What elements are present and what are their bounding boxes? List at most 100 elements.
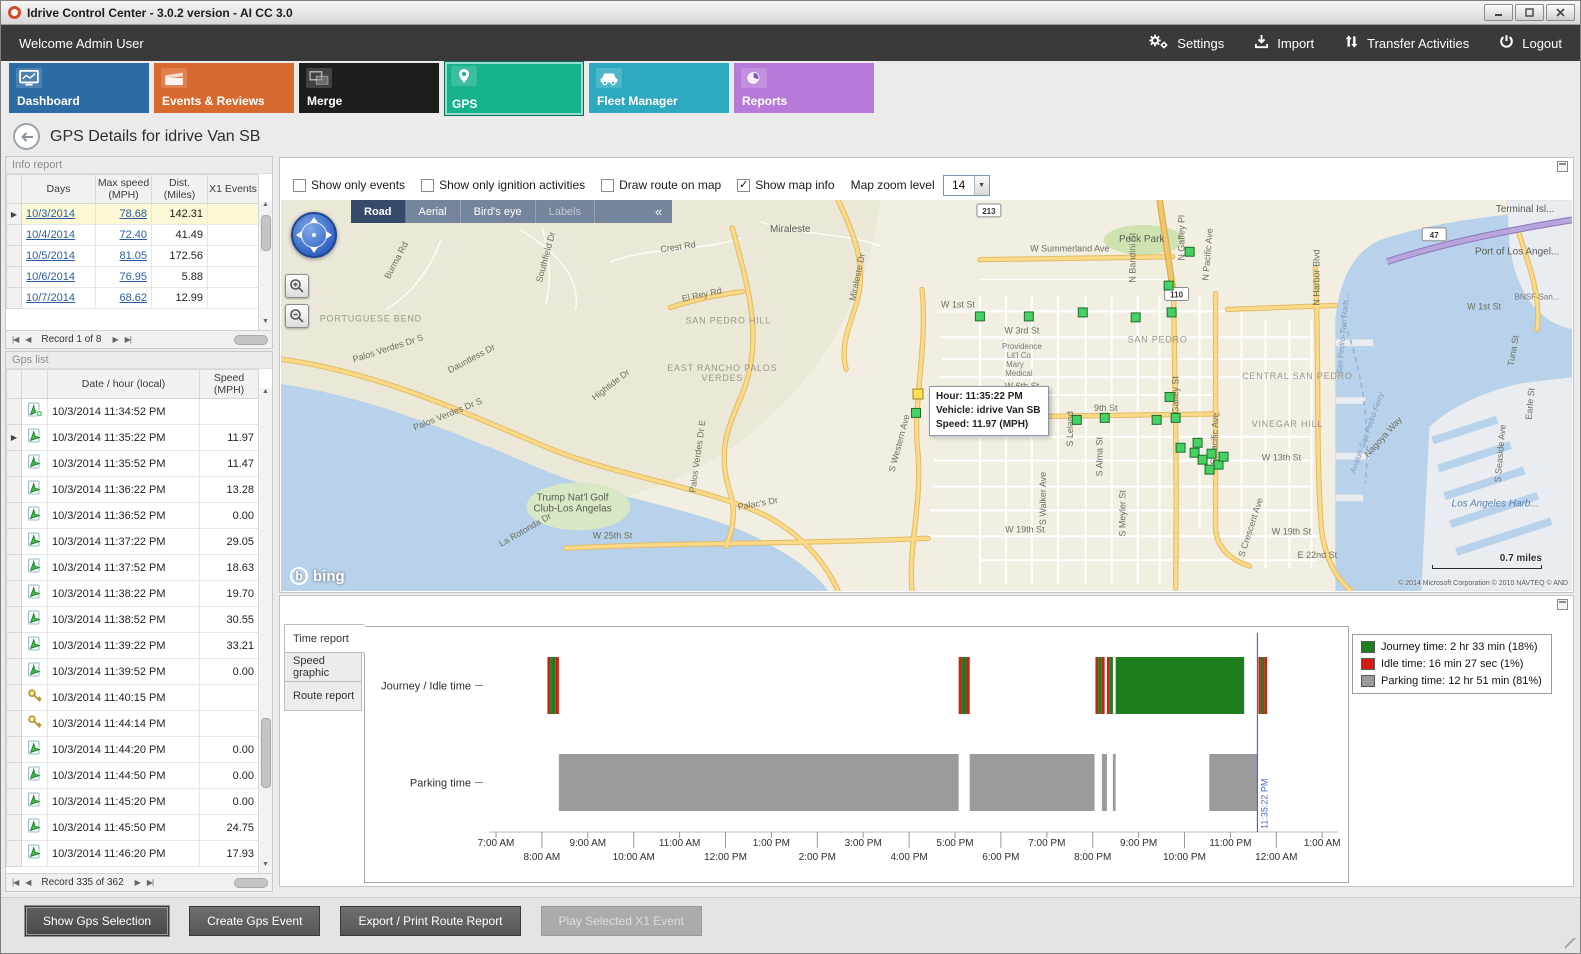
day-cell[interactable]: 10/4/2014: [22, 225, 96, 246]
gps-list-row[interactable]: 10/3/2014 11:44:50 PM0.00: [7, 763, 259, 789]
gps-list-row[interactable]: 10/3/2014 11:38:52 PM30.55: [7, 607, 259, 633]
tab-speed-graphic[interactable]: Speed graphic: [284, 653, 362, 682]
gps-list-row[interactable]: 10/3/2014 11:35:52 PM11.47: [7, 451, 259, 477]
datetime-cell[interactable]: 10/3/2014 11:35:52 PM: [48, 451, 200, 477]
datetime-cell[interactable]: 10/3/2014 11:44:50 PM: [48, 763, 200, 789]
gps-marker[interactable]: [1193, 438, 1202, 447]
datetime-cell[interactable]: 10/3/2014 11:40:15 PM: [48, 685, 200, 711]
tab-events-reviews[interactable]: Events & Reviews: [154, 63, 294, 113]
gps-marker[interactable]: [1024, 312, 1033, 321]
tab-time-report[interactable]: Time report: [284, 624, 365, 653]
gps-list-row[interactable]: 10/3/2014 11:37:22 PM29.05: [7, 529, 259, 555]
datetime-cell[interactable]: 10/3/2014 11:45:20 PM: [48, 789, 200, 815]
gps-header-speed[interactable]: Speed (MPH): [200, 370, 259, 399]
gps-marker[interactable]: [1164, 281, 1173, 290]
settings-button[interactable]: Settings: [1147, 33, 1224, 53]
checkbox-icon[interactable]: [601, 179, 614, 192]
max-speed-cell[interactable]: 81.05: [96, 246, 152, 267]
tab-gps[interactable]: GPS: [444, 61, 584, 116]
map-zoom-select[interactable]: 14 ▼: [943, 175, 990, 196]
map-tab-birds-eye[interactable]: Bird's eye: [461, 200, 536, 223]
gps-marker[interactable]: [1165, 393, 1174, 402]
info-report-row[interactable]: 10/6/201476.955.88: [7, 267, 259, 288]
horizontal-scrollbar-thumb[interactable]: [234, 878, 268, 888]
datetime-cell[interactable]: 10/3/2014 11:46:20 PM: [48, 841, 200, 867]
gps-header-datetime[interactable]: Date / hour (local): [48, 370, 200, 399]
datetime-cell[interactable]: 10/3/2014 11:38:22 PM: [48, 581, 200, 607]
minimize-button[interactable]: [1484, 4, 1513, 21]
tab-dashboard[interactable]: Dashboard: [9, 63, 149, 113]
gps-list-row[interactable]: 10/3/2014 11:36:52 PM0.00: [7, 503, 259, 529]
tab-merge[interactable]: Merge: [299, 63, 439, 113]
datetime-cell[interactable]: 10/3/2014 11:35:22 PM: [48, 425, 200, 451]
scroll-up-icon[interactable]: ▲: [259, 201, 272, 213]
max-speed-cell[interactable]: 68.62: [96, 288, 152, 309]
pager-first-button[interactable]: |◀: [10, 878, 20, 887]
max-speed-cell[interactable]: 72.40: [96, 225, 152, 246]
pager-next-button[interactable]: ▶: [133, 878, 142, 887]
gps-list-row[interactable]: 10/3/2014 11:44:14 PM: [7, 711, 259, 737]
gps-marker[interactable]: [1176, 443, 1185, 452]
gps-list-row[interactable]: 10/3/2014 11:40:15 PM: [7, 685, 259, 711]
pager-last-button[interactable]: ▶|: [123, 335, 133, 344]
gps-marker[interactable]: [1167, 308, 1176, 317]
day-cell[interactable]: 10/5/2014: [22, 246, 96, 267]
info-report-row[interactable]: ▶10/3/201478.68142.31: [7, 204, 259, 225]
map-tab-road[interactable]: Road: [351, 200, 406, 223]
gps-list-scrollbar[interactable]: ▲ ▼: [258, 388, 272, 873]
gps-marker[interactable]: [1152, 415, 1161, 424]
info-header-dist[interactable]: Dist. (Miles): [152, 175, 208, 204]
datetime-cell[interactable]: 10/3/2014 11:39:22 PM: [48, 633, 200, 659]
gps-marker[interactable]: [912, 408, 921, 417]
back-button[interactable]: [13, 123, 40, 150]
import-button[interactable]: Import: [1254, 34, 1314, 52]
info-header-x1-events[interactable]: X1 Events: [208, 175, 259, 204]
max-speed-cell[interactable]: 78.68: [96, 204, 152, 225]
pager-next-button[interactable]: ▶: [110, 335, 119, 344]
pager-prev-button[interactable]: ◀: [23, 878, 32, 887]
horizontal-scrollbar-thumb[interactable]: [234, 335, 268, 345]
maximize-button[interactable]: [1515, 4, 1544, 21]
gps-list-row[interactable]: 10/3/2014 11:45:20 PM0.00: [7, 789, 259, 815]
create-gps-event-button[interactable]: Create Gps Event: [189, 906, 320, 936]
datetime-cell[interactable]: 10/3/2014 11:36:52 PM: [48, 503, 200, 529]
gps-marker[interactable]: [1100, 413, 1109, 422]
checkbox-icon[interactable]: [421, 179, 434, 192]
map-tab-labels[interactable]: Labels: [536, 200, 595, 223]
map-tab-aerial[interactable]: Aerial: [406, 200, 461, 223]
pager-last-button[interactable]: ▶|: [145, 878, 155, 887]
map-zoom-in-button[interactable]: [285, 274, 309, 298]
day-cell[interactable]: 10/3/2014: [22, 204, 96, 225]
day-cell[interactable]: 10/6/2014: [22, 267, 96, 288]
info-report-row[interactable]: 10/5/201481.05172.56: [7, 246, 259, 267]
gps-list-row[interactable]: 10/3/2014 11:39:22 PM33.21: [7, 633, 259, 659]
transfer-activities-button[interactable]: Transfer Activities: [1344, 34, 1469, 52]
map-zoom-out-button[interactable]: [285, 304, 309, 328]
logout-button[interactable]: Logout: [1499, 34, 1562, 52]
pan-south-icon[interactable]: [310, 247, 318, 253]
gps-list-row[interactable]: 10/3/2014 11:38:22 PM19.70: [7, 581, 259, 607]
scrollbar-thumb[interactable]: [261, 215, 271, 251]
gps-marker[interactable]: [1185, 247, 1194, 256]
pager-first-button[interactable]: |◀: [10, 335, 20, 344]
pan-north-icon[interactable]: [310, 217, 318, 223]
export-print-route-report-button[interactable]: Export / Print Route Report: [340, 906, 520, 936]
gps-list-row[interactable]: ▶10/3/2014 11:35:22 PM11.97: [7, 425, 259, 451]
close-button[interactable]: [1546, 4, 1575, 21]
scroll-down-icon[interactable]: ▼: [259, 861, 272, 873]
gps-marker[interactable]: [1219, 452, 1228, 461]
gps-marker[interactable]: [1205, 465, 1214, 474]
gps-marker[interactable]: [1171, 413, 1180, 422]
gps-list-row[interactable]: 10/3/2014 11:36:22 PM13.28: [7, 477, 259, 503]
checkbox-icon[interactable]: [737, 179, 750, 192]
show-gps-selection-button[interactable]: Show Gps Selection: [25, 906, 169, 936]
checkbox-draw-route[interactable]: Draw route on map: [601, 178, 721, 192]
gps-marker[interactable]: [1131, 313, 1140, 322]
gps-list-row[interactable]: 10/3/2014 11:39:52 PM0.00: [7, 659, 259, 685]
info-report-row[interactable]: 10/7/201468.6212.99: [7, 288, 259, 309]
tab-reports[interactable]: Reports: [734, 63, 874, 113]
checkbox-show-only-ignition[interactable]: Show only ignition activities: [421, 178, 585, 192]
datetime-cell[interactable]: 10/3/2014 11:38:52 PM: [48, 607, 200, 633]
gps-list-row[interactable]: 10/3/2014 11:44:20 PM0.00: [7, 737, 259, 763]
panel-maximize-icon[interactable]: [1557, 599, 1568, 610]
